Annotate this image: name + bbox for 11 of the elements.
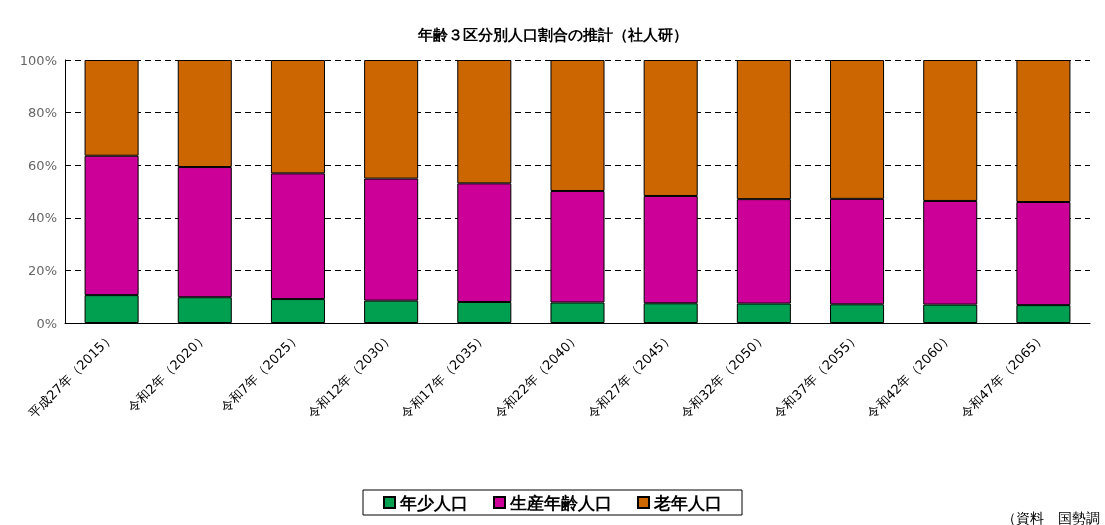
text: （資料 国勢調: [1002, 510, 1100, 525]
legend-label: 老年人口: [653, 492, 722, 513]
y-tick-label: 0%: [36, 315, 57, 331]
y-tick-label: 60%: [28, 157, 57, 173]
legend-label: 年少人口: [399, 492, 468, 513]
y-tick-label: 100%: [19, 52, 57, 68]
legend-label: 生産年齢人口: [509, 492, 612, 513]
y-tick-label: 40%: [28, 210, 57, 226]
chart-title: 年齢３区分別人口割合の推計（社人研）: [416, 25, 688, 44]
y-tick-label: 20%: [28, 262, 57, 278]
y-tick-label: 80%: [28, 105, 57, 121]
